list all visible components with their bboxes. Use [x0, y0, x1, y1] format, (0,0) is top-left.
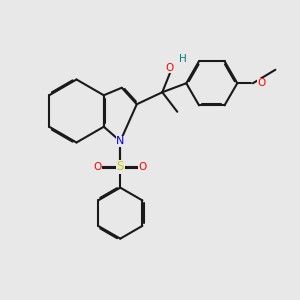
- Text: O: O: [94, 162, 102, 172]
- Text: S: S: [117, 160, 124, 173]
- Text: O: O: [139, 162, 147, 172]
- Text: O: O: [257, 78, 266, 88]
- Text: N: N: [116, 136, 124, 146]
- Text: O: O: [166, 63, 174, 73]
- Text: H: H: [179, 54, 187, 64]
